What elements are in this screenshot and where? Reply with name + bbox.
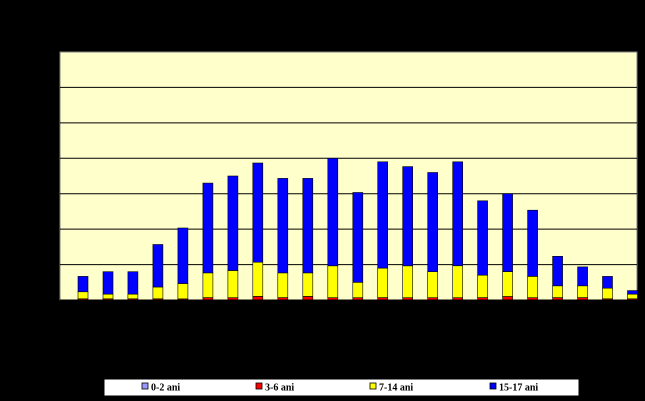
legend-label-4: 15-17 ani: [499, 383, 538, 394]
bar-segment-3-11: [327, 265, 339, 298]
bar-segment-3-23: [627, 293, 638, 300]
bar-segment-4-19: [527, 209, 538, 277]
bar-segment-4-13: [377, 161, 389, 269]
legend-box: [103, 378, 580, 397]
plot-area: [59, 51, 638, 301]
bar-segment-3-9: [277, 272, 289, 298]
bar-segment-4-11: [327, 158, 339, 267]
legend-label-1: 0-2 ani: [151, 383, 180, 394]
bar-segment-4-18: [502, 193, 513, 272]
bar-segment-3-13: [377, 267, 389, 298]
bar-segment-4-16: [452, 161, 464, 267]
bar-segment-3-14: [402, 265, 414, 298]
gridlines: [60, 86, 637, 266]
bar-segment-4-4: [152, 244, 164, 288]
bar-segment-4-2: [102, 271, 114, 295]
bar-segment-4-12: [352, 192, 364, 283]
bar-segment-2-10: [302, 296, 314, 301]
bar-segment-4-17: [477, 200, 488, 276]
bar-segment-3-15: [427, 271, 439, 299]
bar-segment-4-6: [202, 182, 214, 274]
bar-segment-3-5: [177, 283, 189, 300]
bar-segment-3-2: [102, 293, 114, 300]
bars: [77, 158, 638, 301]
bar-segment-3-22: [602, 287, 613, 300]
bar-segment-3-19: [527, 276, 538, 298]
bar-segment-3-20: [552, 285, 563, 298]
bar-segment-3-18: [502, 271, 513, 297]
bar-segment-3-16: [452, 265, 464, 298]
bar-segment-3-3: [127, 293, 139, 300]
bar-segment-3-6: [202, 272, 214, 298]
legend-swatch-4: [489, 382, 497, 390]
bar-segment-4-5: [177, 227, 189, 284]
bar-segment-3-17: [477, 274, 488, 298]
legend: 0-2 ani 3-6 ani 7-14 ani 15-17 ani: [103, 378, 580, 397]
bar-segment-4-21: [577, 266, 588, 287]
bar-segment-3-21: [577, 285, 588, 298]
legend-swatch-2: [255, 382, 263, 390]
bar-segment-4-9: [277, 178, 289, 274]
bar-segment-4-22: [602, 276, 613, 289]
bar-segment-4-3: [127, 271, 139, 295]
bar-segment-3-7: [227, 270, 239, 299]
bar-segment-3-4: [152, 286, 164, 300]
bar-segment-4-20: [552, 255, 563, 287]
bar-segment-4-7: [227, 175, 239, 271]
bar-segment-4-10: [302, 178, 314, 274]
bar-segment-4-8: [252, 162, 264, 263]
bar-segment-2-18: [502, 296, 513, 301]
legend-swatch-3: [369, 382, 377, 390]
legend-swatch-1: [141, 382, 149, 390]
bar-segment-4-23: [627, 290, 638, 295]
bar-segment-3-12: [352, 281, 364, 298]
bar-segment-3-10: [302, 272, 314, 297]
bar-segment-3-1: [77, 291, 89, 300]
bar-segment-4-14: [402, 166, 414, 267]
bar-segment-4-15: [427, 172, 439, 272]
bar-segment-3-8: [252, 261, 264, 297]
legend-label-3: 7-14 ani: [379, 383, 413, 394]
bar-segment-4-1: [77, 276, 89, 293]
legend-label-2: 3-6 ani: [265, 383, 294, 394]
bar-segment-2-8: [252, 296, 264, 301]
